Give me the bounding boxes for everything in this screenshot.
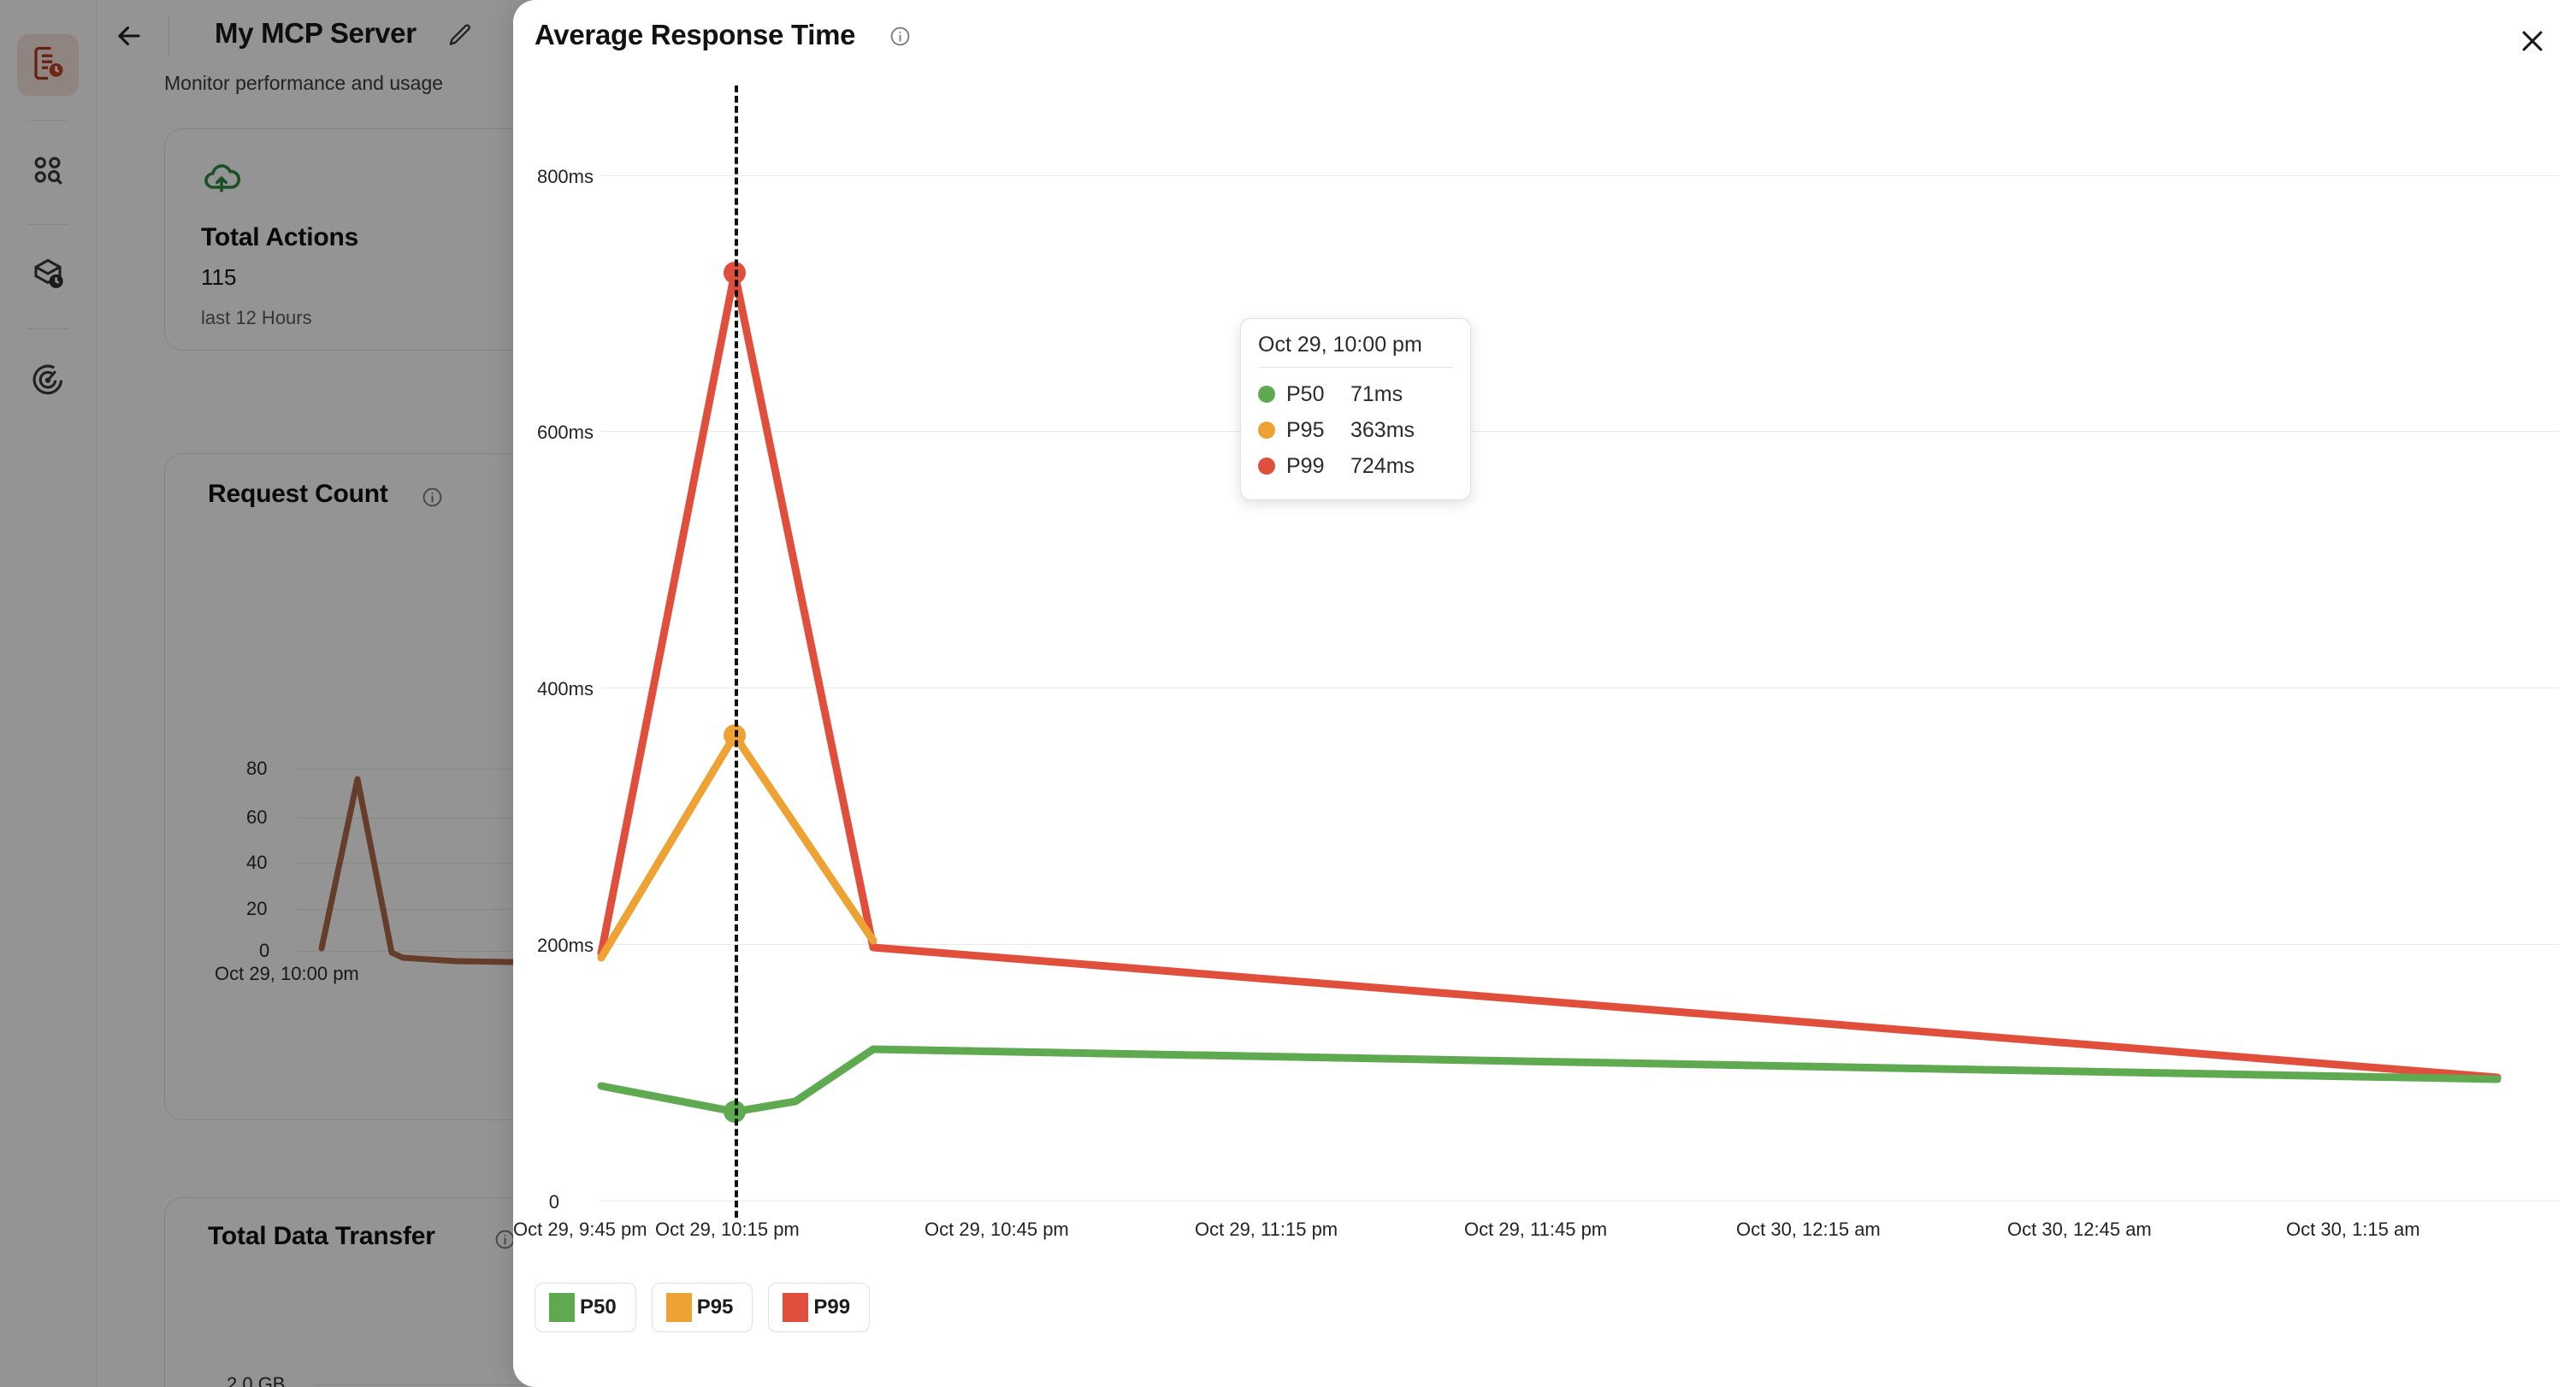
pencil-icon: [447, 24, 473, 51]
package-clock-icon: [30, 257, 66, 297]
edit-title-button[interactable]: [447, 22, 476, 51]
legend-p99-label: P99: [813, 1296, 851, 1319]
document-clock-icon: [30, 45, 66, 86]
sidebar-item-activity-log[interactable]: [17, 34, 79, 96]
rc-xtick: Oct 29, 10:00 pm: [215, 963, 359, 984]
ytick-0: 0: [548, 1191, 559, 1213]
ytick-800: 800ms: [536, 166, 594, 187]
average-response-time-modal: Average Response Time 800ms 600ms 400ms: [513, 0, 2576, 1387]
xtick-1: Oct 29, 10:15 pm: [655, 1219, 800, 1240]
page-subtitle: Monitor performance and usage: [164, 72, 444, 94]
xtick-0: Oct 29, 9:45 pm: [513, 1219, 647, 1240]
info-icon[interactable]: [889, 26, 911, 47]
rc-ytick-60: 60: [246, 806, 268, 828]
arrow-left-icon: [113, 20, 145, 56]
legend-item-p99[interactable]: P99: [768, 1283, 871, 1332]
modal-title: Average Response Time: [535, 19, 856, 50]
sidebar-item-monitor[interactable]: [17, 350, 79, 411]
p99-dot-icon: [1258, 457, 1275, 475]
legend-item-p50[interactable]: P50: [535, 1283, 636, 1332]
sidebar-item-package-history[interactable]: [17, 245, 79, 307]
tooltip-p50-label: P50: [1286, 381, 1325, 406]
p99-swatch-icon: [783, 1293, 809, 1322]
xtick-6: Oct 30, 12:45 am: [2007, 1219, 2152, 1240]
gridline-600: [601, 431, 2559, 432]
tooltip-p95-value: 363ms: [1350, 417, 1415, 442]
tooltip-p95-label: P95: [1286, 417, 1325, 442]
tooltip-row-p50: P50 71ms: [1258, 376, 1453, 412]
p95-swatch-icon: [665, 1293, 692, 1322]
legend-p50-label: P50: [580, 1296, 617, 1319]
response-time-chart: 800ms 600ms 400ms 200ms 0 Oct 29, 9: [513, 0, 2576, 1387]
tooltip-divider: [1258, 367, 1453, 368]
cloud-upload-icon: [201, 156, 242, 202]
ytick-200: 200ms: [536, 935, 594, 956]
ytick-400: 400ms: [536, 678, 594, 699]
tooltip-p50-value: 71ms: [1350, 381, 1403, 406]
radar-icon: [30, 361, 66, 401]
back-button[interactable]: [110, 19, 148, 56]
data-transfer-title: Total Data Transfer: [208, 1222, 435, 1250]
total-actions-value: 115: [201, 264, 237, 290]
total-actions-title: Total Actions: [201, 223, 359, 251]
close-button[interactable]: [2512, 22, 2553, 63]
total-actions-period: last 12 Hours: [201, 307, 312, 328]
sidebar-divider: [27, 120, 68, 121]
ytick-600: 600ms: [536, 422, 594, 443]
gridline-800: [601, 175, 2559, 176]
tooltip-p99-value: 724ms: [1350, 453, 1415, 478]
rc-ytick-80: 80: [246, 758, 268, 779]
header-divider: [168, 17, 169, 55]
xtick-7: Oct 30, 1:15 am: [2286, 1219, 2420, 1240]
chart-tooltip: Oct 29, 10:00 pm P50 71ms P95 363ms P99 …: [1240, 318, 1471, 500]
dt-ytick: 2.0 GB: [227, 1373, 286, 1387]
p50-swatch-icon: [549, 1293, 575, 1322]
close-icon: [2518, 27, 2547, 60]
legend-item-p95[interactable]: P95: [651, 1283, 753, 1332]
sidebar-rail: [0, 0, 97, 1387]
tooltip-p99-label: P99: [1286, 453, 1325, 478]
p50-dot-icon: [1258, 386, 1275, 403]
xtick-5: Oct 30, 12:15 am: [1736, 1219, 1881, 1240]
rc-ytick-20: 20: [246, 898, 268, 919]
xtick-4: Oct 29, 11:45 pm: [1464, 1219, 1608, 1240]
xtick-3: Oct 29, 11:15 pm: [1195, 1219, 1338, 1240]
line-p50: [597, 1045, 2502, 1116]
tooltip-time: Oct 29, 10:00 pm: [1258, 333, 1422, 357]
tooltip-row-p95: P95 363ms: [1258, 412, 1453, 448]
series-lines: [597, 262, 2502, 1123]
info-icon[interactable]: [422, 487, 443, 512]
request-count-title: Request Count: [208, 480, 388, 508]
gridline-200: [601, 944, 2559, 945]
line-p99: [597, 269, 2502, 1082]
tooltip-row-p99: P99 724ms: [1258, 448, 1453, 484]
hover-cursor-line: [735, 86, 738, 1218]
sidebar-divider: [27, 224, 68, 225]
rc-ytick-0: 0: [259, 940, 270, 961]
grid-search-icon: [30, 152, 66, 192]
chart-legend: P50 P95 P99: [535, 1283, 871, 1332]
xtick-2: Oct 29, 10:45 pm: [925, 1219, 1069, 1240]
legend-p95-label: P95: [696, 1296, 734, 1319]
rc-ytick-40: 40: [246, 852, 268, 873]
sidebar-item-explore[interactable]: [17, 141, 79, 203]
page-title: My MCP Server: [215, 17, 417, 49]
p95-dot-icon: [1258, 422, 1275, 439]
sidebar-divider: [27, 328, 68, 329]
